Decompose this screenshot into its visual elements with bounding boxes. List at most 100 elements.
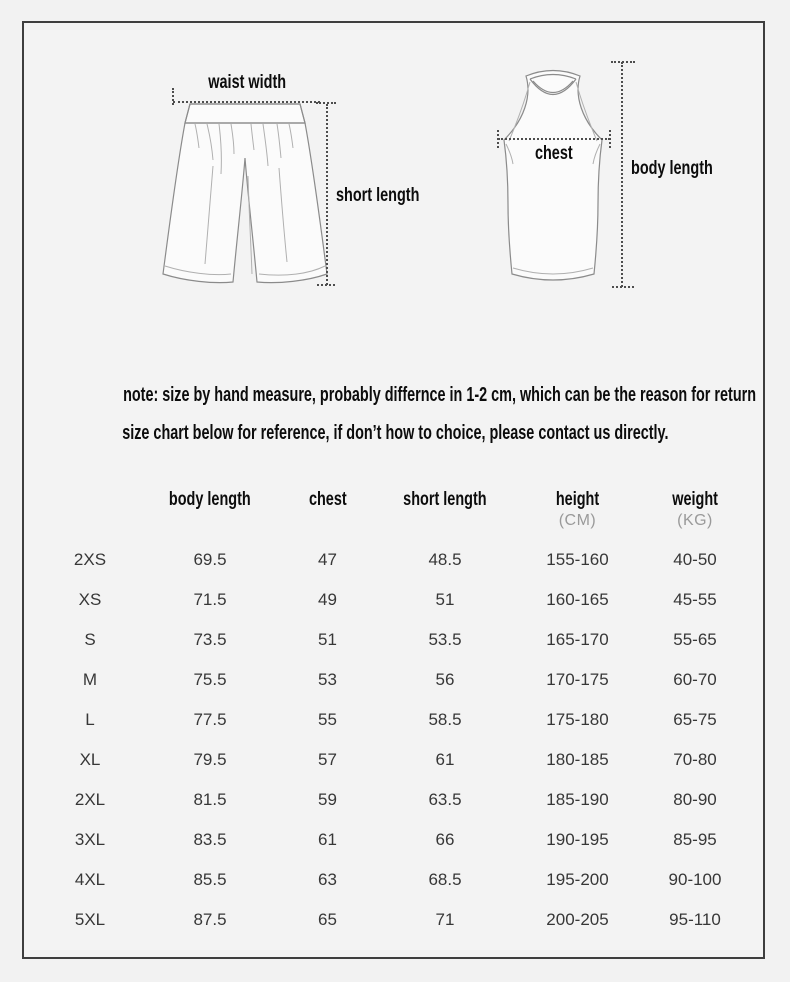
chest-tick-right: [609, 130, 611, 148]
cell-weight: 45-55: [673, 590, 717, 609]
cell-weight: 40-50: [673, 550, 717, 569]
cell-body-length: 79.5: [193, 750, 227, 769]
cell-height: 190-195: [546, 830, 609, 849]
size-table: body length chest short length height (C…: [40, 488, 750, 940]
cell-size: S: [84, 630, 96, 649]
cell-height: 175-180: [546, 710, 609, 729]
cell-size: 5XL: [74, 910, 106, 929]
note-line-2: size chart below for reference, if don’t…: [121, 422, 669, 444]
table-row: 4XL 85.5 63 68.5 195-200 90-100: [40, 860, 750, 900]
cell-size: M: [82, 670, 98, 689]
table-row: M 75.5 53 56 170-175 60-70: [40, 660, 750, 700]
cell-chest: 59: [318, 790, 337, 809]
cell-height: 165-170: [546, 630, 609, 649]
table-row: L 77.5 55 58.5 175-180 65-75: [40, 700, 750, 740]
size-table-body: 2XS 69.5 47 48.5 155-160 40-50 XS 71.5 49 51 160-1…: [40, 540, 750, 940]
cell-weight: 85-95: [673, 830, 717, 849]
cell-short-length: 53.5: [428, 630, 462, 649]
cell-weight: 65-75: [673, 710, 717, 729]
cell-size: XL: [79, 750, 101, 769]
shorts-sketch: [162, 103, 328, 284]
cell-height: 185-190: [546, 790, 609, 809]
cell-height: 195-200: [546, 870, 609, 889]
table-row: 2XL 81.5 59 63.5 185-190 80-90: [40, 780, 750, 820]
waist-width-label: waist width: [208, 72, 286, 93]
cell-short-length: 66: [435, 830, 455, 849]
border-frame: [22, 21, 765, 959]
cell-body-length: 85.5: [193, 870, 227, 889]
cell-body-length: 73.5: [193, 630, 227, 649]
cell-size: 3XL: [74, 830, 106, 849]
cell-weight: 55-65: [673, 630, 717, 649]
cell-body-length: 81.5: [193, 790, 227, 809]
short-length-label: short length: [336, 185, 420, 206]
table-row: XL 79.5 57 61 180-185 70-80: [40, 740, 750, 780]
cell-short-length: 61: [435, 750, 455, 769]
cell-short-length: 48.5: [428, 550, 462, 569]
header-height: height (CM): [515, 488, 640, 540]
table-row: 2XS 69.5 47 48.5 155-160 40-50: [40, 540, 750, 580]
table-row: 5XL 87.5 65 71 200-205 95-110: [40, 900, 750, 940]
cell-height: 200-205: [546, 910, 609, 929]
cell-size: L: [85, 710, 95, 729]
size-note: note: size by hand measure, probably dif…: [0, 376, 790, 452]
cell-size: 2XL: [74, 790, 106, 809]
cell-body-length: 75.5: [193, 670, 227, 689]
cell-short-length: 58.5: [428, 710, 462, 729]
cell-chest: 57: [318, 750, 337, 769]
cell-chest: 63: [318, 870, 337, 889]
cell-chest: 61: [318, 830, 337, 849]
cell-size: 4XL: [74, 870, 106, 889]
cell-size: XS: [78, 590, 102, 609]
cell-body-length: 87.5: [193, 910, 227, 929]
body-length-tick-bottom: [612, 286, 634, 288]
short-length-tick-top: [316, 102, 336, 104]
vest-sketch: [503, 69, 603, 281]
cell-body-length: 77.5: [193, 710, 227, 729]
cell-weight: 95-110: [669, 910, 721, 929]
body-length-label: body length: [631, 158, 713, 179]
header-short-length: short length: [403, 489, 487, 510]
table-row: 3XL 83.5 61 66 190-195 85-95: [40, 820, 750, 860]
header-weight-unit: (KG): [677, 512, 713, 529]
table-row: XS 71.5 49 51 160-165 45-55: [40, 580, 750, 620]
short-length-tick-bottom: [317, 284, 335, 286]
table-row: S 73.5 51 53.5 165-170 55-65: [40, 620, 750, 660]
cell-weight: 70-80: [673, 750, 717, 769]
cell-weight: 60-70: [673, 670, 717, 689]
short-length-line: [326, 104, 328, 285]
cell-chest: 49: [318, 590, 337, 609]
cell-chest: 65: [318, 910, 337, 929]
cell-short-length: 51: [435, 590, 455, 609]
cell-weight: 90-100: [668, 870, 722, 889]
waist-width-tick-left: [172, 88, 174, 105]
cell-height: 170-175: [546, 670, 609, 689]
cell-body-length: 69.5: [193, 550, 227, 569]
header-size: [40, 488, 140, 540]
size-table-header: body length chest short length height (C…: [40, 488, 750, 540]
cell-size: 2XS: [73, 550, 107, 569]
cell-short-length: 63.5: [428, 790, 462, 809]
body-length-tick-top: [611, 61, 635, 63]
cell-chest: 51: [318, 630, 337, 649]
header-body-length: body length: [169, 489, 251, 510]
cell-short-length: 71: [435, 910, 455, 929]
header-weight: weight (KG): [640, 488, 750, 540]
cell-chest: 55: [318, 710, 337, 729]
header-height-unit: (CM): [558, 512, 597, 529]
cell-body-length: 83.5: [193, 830, 227, 849]
chest-label: chest: [535, 143, 573, 164]
cell-body-length: 71.5: [193, 590, 227, 609]
cell-chest: 53: [318, 670, 337, 689]
chest-tick-left: [497, 130, 499, 148]
header-chest: chest: [308, 489, 347, 510]
cell-height: 160-165: [546, 590, 609, 609]
note-line-1: note: size by hand measure, probably dif…: [123, 384, 757, 406]
cell-short-length: 56: [435, 670, 455, 689]
cell-weight: 80-90: [673, 790, 717, 809]
cell-height: 155-160: [546, 550, 609, 569]
cell-chest: 47: [318, 550, 337, 569]
chest-line: [498, 138, 610, 140]
waist-width-line: [173, 101, 320, 103]
